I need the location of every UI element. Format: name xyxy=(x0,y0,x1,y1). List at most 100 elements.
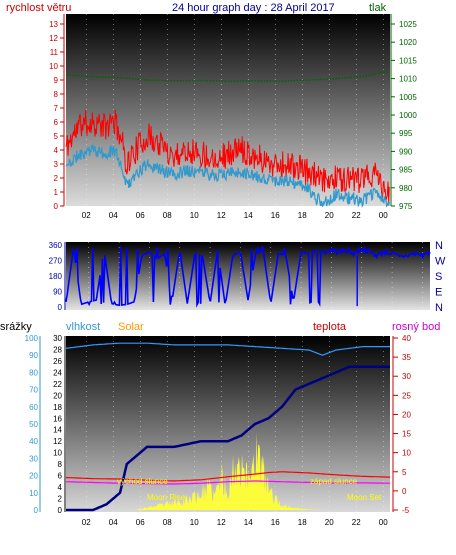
temperature-tick-label: -5 xyxy=(402,506,410,515)
pressure-tick-label: 980 xyxy=(399,184,413,193)
rain-tick-label: 80 xyxy=(29,368,38,377)
pressure-tick-label: 1020 xyxy=(399,38,417,47)
wind-tick-label: 9 xyxy=(54,76,59,85)
dew-point-axis-title: rosný bod xyxy=(392,321,440,333)
temperature-series xyxy=(65,471,390,482)
x-tick-label: 08 xyxy=(163,518,172,527)
pressure-tick-label: 995 xyxy=(399,129,413,138)
x-tick-label: 06 xyxy=(136,518,145,527)
compass-tick-label: W xyxy=(435,256,446,268)
compass-tick-label: E xyxy=(435,287,442,299)
wind-tick-label: 12 xyxy=(49,34,58,43)
pressure-axis-title: tlak xyxy=(369,2,387,14)
pressure-tick-label: 1010 xyxy=(399,75,417,84)
wind-tick-label: 11 xyxy=(50,48,59,57)
x-tick-label: 14 xyxy=(244,211,253,220)
temperature-tick-label: 10 xyxy=(402,449,411,458)
x-tick-label: 10 xyxy=(190,211,199,220)
wind-tick-label: 5 xyxy=(54,132,59,141)
wind-tick-label: 4 xyxy=(54,146,59,155)
compass-tick-label: N xyxy=(435,302,443,314)
temperature-tick-label: 15 xyxy=(402,430,411,439)
direction-series xyxy=(65,245,431,308)
solar-axis-title: Solar xyxy=(118,321,144,333)
wind-average-series xyxy=(65,144,390,209)
temperature-tick-label: 25 xyxy=(402,391,411,400)
pressure-tick-label: 985 xyxy=(399,166,413,175)
wind-tick-label: 6 xyxy=(54,118,59,127)
rain-tick-label: 20 xyxy=(29,472,38,481)
x-tick-label: 18 xyxy=(298,518,307,527)
humidity-tick-label: 24 xyxy=(53,368,62,377)
x-tick-label: 02 xyxy=(82,211,91,220)
humidity-tick-label: 6 xyxy=(58,472,63,481)
x-tick-label: 06 xyxy=(136,211,145,220)
moonrise-label: Moon Rise xyxy=(147,493,186,502)
humidity-tick-label: 8 xyxy=(58,460,63,469)
graph-title: 24 hour graph day : 28 April 2017 xyxy=(172,2,335,14)
x-tick-label: 16 xyxy=(271,518,280,527)
humidity-tick-label: 10 xyxy=(53,449,62,458)
temperature-tick-label: 30 xyxy=(402,372,411,381)
wind-tick-label: 13 xyxy=(49,20,58,29)
humidity-tick-label: 30 xyxy=(53,334,62,343)
humidity-tick-label: 26 xyxy=(53,357,62,366)
humidity-tick-label: 28 xyxy=(53,345,62,354)
temperature-axis-title: teplota xyxy=(313,321,347,333)
rain-tick-label: 0 xyxy=(34,506,39,515)
direction-tick-label: 180 xyxy=(49,272,63,281)
compass-tick-label: N xyxy=(435,240,443,252)
pressure-tick-label: 975 xyxy=(399,202,413,211)
direction-tick-label: 360 xyxy=(49,241,63,250)
humidity-tick-label: 20 xyxy=(53,391,62,400)
sunset-label: západ slunce xyxy=(310,477,358,486)
x-tick-label: 18 xyxy=(298,211,307,220)
humidity-tick-label: 18 xyxy=(53,403,62,412)
pressure-tick-label: 990 xyxy=(399,147,413,156)
humidity-tick-label: 14 xyxy=(53,426,62,435)
moonset-label: Moon Set xyxy=(347,493,382,502)
rain-axis-title: srážky xyxy=(0,321,32,333)
x-tick-label: 00 xyxy=(379,211,388,220)
rain-tick-label: 40 xyxy=(29,437,38,446)
dew-point-series xyxy=(65,480,390,485)
humidity-tick-label: 16 xyxy=(53,414,62,423)
temperature-tick-label: 5 xyxy=(402,468,407,477)
x-tick-label: 02 xyxy=(82,518,91,527)
x-tick-label: 08 xyxy=(163,211,172,220)
x-tick-label: 00 xyxy=(379,518,388,527)
rain-series xyxy=(66,365,390,512)
wind-tick-label: 7 xyxy=(54,104,59,113)
x-tick-label: 12 xyxy=(217,211,226,220)
x-tick-label: 12 xyxy=(217,518,226,527)
rain-tick-label: 60 xyxy=(29,403,38,412)
temperature-tick-label: 20 xyxy=(402,410,411,419)
pressure-tick-label: 1015 xyxy=(399,56,417,65)
rain-tick-label: 50 xyxy=(29,420,38,429)
x-tick-label: 04 xyxy=(109,211,118,220)
temperature-tick-label: 40 xyxy=(402,334,411,343)
rain-tick-label: 100 xyxy=(25,334,39,343)
rain-tick-label: 30 xyxy=(29,454,38,463)
x-tick-label: 16 xyxy=(271,211,280,220)
humidity-axis-title: vlhkost xyxy=(66,321,100,333)
pressure-tick-label: 1000 xyxy=(399,111,417,120)
wind-tick-label: 8 xyxy=(54,90,59,99)
wind-speed-axis-title: rychlost větru xyxy=(6,2,71,14)
direction-tick-label: 90 xyxy=(53,288,62,297)
direction-tick-label: 270 xyxy=(49,257,63,266)
x-tick-label: 14 xyxy=(244,518,253,527)
humidity-tick-label: 22 xyxy=(53,380,62,389)
wind-gust-series xyxy=(65,109,390,204)
wind-tick-label: 0 xyxy=(54,202,59,211)
wind-tick-label: 3 xyxy=(54,160,59,169)
x-tick-label: 22 xyxy=(352,211,361,220)
rain-tick-label: 10 xyxy=(29,489,38,498)
temperature-tick-label: 0 xyxy=(402,487,407,496)
x-tick-label: 10 xyxy=(190,518,199,527)
humidity-tick-label: 12 xyxy=(53,437,62,446)
wind-tick-label: 1 xyxy=(54,188,59,197)
x-tick-label: 04 xyxy=(109,518,118,527)
humidity-series xyxy=(65,342,390,356)
